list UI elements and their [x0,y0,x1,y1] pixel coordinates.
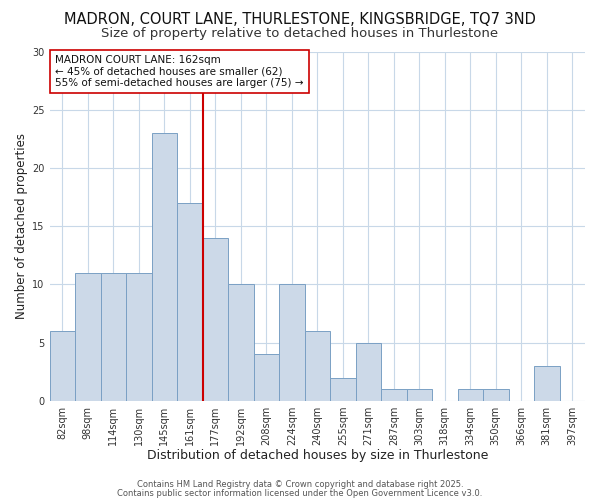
Bar [228,284,254,401]
Bar [407,390,432,401]
Bar [152,133,177,401]
Bar [254,354,279,401]
X-axis label: Distribution of detached houses by size in Thurlestone: Distribution of detached houses by size … [146,450,488,462]
Bar [203,238,228,401]
Text: MADRON, COURT LANE, THURLESTONE, KINGSBRIDGE, TQ7 3ND: MADRON, COURT LANE, THURLESTONE, KINGSBR… [64,12,536,28]
Bar [330,378,356,401]
Bar [101,273,126,401]
Bar [534,366,560,401]
Text: Contains public sector information licensed under the Open Government Licence v3: Contains public sector information licen… [118,488,482,498]
Text: MADRON COURT LANE: 162sqm
← 45% of detached houses are smaller (62)
55% of semi-: MADRON COURT LANE: 162sqm ← 45% of detac… [55,55,304,88]
Bar [356,342,381,401]
Bar [177,203,203,401]
Bar [305,331,330,401]
Text: Size of property relative to detached houses in Thurlestone: Size of property relative to detached ho… [101,28,499,40]
Bar [381,390,407,401]
Bar [126,273,152,401]
Bar [279,284,305,401]
Bar [483,390,509,401]
Text: Contains HM Land Registry data © Crown copyright and database right 2025.: Contains HM Land Registry data © Crown c… [137,480,463,489]
Bar [50,331,75,401]
Bar [458,390,483,401]
Bar [75,273,101,401]
Y-axis label: Number of detached properties: Number of detached properties [15,133,28,319]
